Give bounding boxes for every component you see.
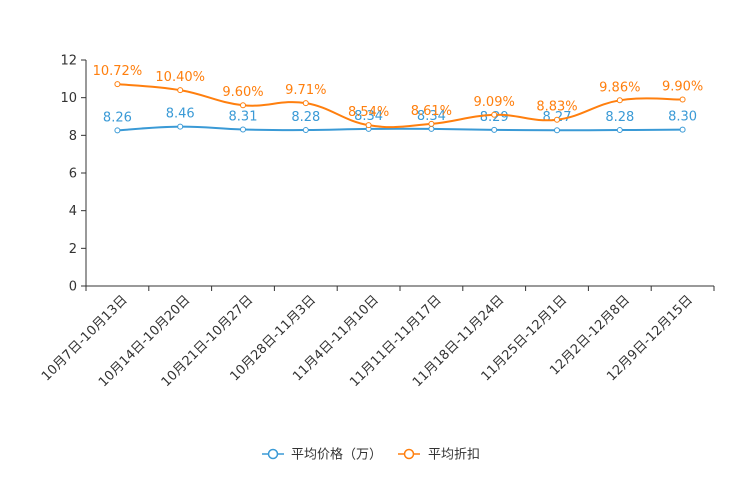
data-label: 9.09% — [474, 95, 515, 110]
data-label: 9.60% — [222, 85, 263, 100]
data-label: 8.30 — [668, 110, 697, 125]
data-point[interactable] — [491, 126, 498, 133]
data-point[interactable] — [428, 120, 435, 127]
y-tick-label: 2 — [69, 242, 77, 257]
y-tick-label: 12 — [60, 54, 77, 69]
data-point[interactable] — [240, 126, 246, 133]
data-label: 10.40% — [155, 70, 205, 85]
legend-marker — [267, 448, 279, 460]
data-label: 8.34 — [354, 109, 383, 124]
data-label: 9.71% — [285, 83, 326, 98]
data-point[interactable] — [616, 97, 623, 104]
legend-label: 平均折扣 — [428, 448, 480, 463]
data-point[interactable] — [302, 100, 309, 107]
legend-label: 平均价格（万） — [291, 447, 382, 463]
data-point[interactable] — [491, 111, 498, 118]
data-point[interactable] — [302, 127, 309, 134]
data-point[interactable] — [554, 127, 560, 134]
y-tick-label: 0 — [69, 280, 77, 295]
data-label: 9.90% — [662, 80, 703, 95]
data-point[interactable] — [114, 81, 121, 88]
legend-item-0[interactable]: 平均价格（万） — [262, 447, 382, 463]
y-tick-label: 8 — [69, 129, 77, 144]
legend-item-1[interactable]: 平均折扣 — [398, 448, 480, 463]
data-label: 8.26 — [103, 110, 132, 125]
data-point[interactable] — [365, 122, 372, 129]
data-label: 8.31 — [229, 109, 258, 124]
data-label: 10.72% — [93, 64, 143, 79]
data-label: 8.54% — [348, 105, 389, 120]
data-label: 8.61% — [411, 104, 452, 119]
data-label: 8.46 — [166, 107, 195, 122]
data-point[interactable] — [240, 102, 246, 109]
data-label: 8.28 — [291, 110, 320, 125]
data-point[interactable] — [554, 116, 560, 123]
y-tick-label: 6 — [69, 167, 77, 182]
data-label: 8.83% — [536, 100, 577, 115]
y-tick-label: 4 — [69, 204, 77, 219]
y-tick-label: 10 — [60, 91, 77, 106]
data-point[interactable] — [177, 87, 184, 94]
series-line-1 — [117, 83, 683, 129]
data-point[interactable] — [679, 126, 686, 133]
data-label: 9.86% — [599, 80, 640, 95]
data-point[interactable] — [679, 96, 686, 103]
data-label: 8.34 — [417, 109, 446, 124]
legend-marker — [403, 448, 415, 460]
data-point[interactable] — [616, 127, 623, 134]
data-label: 8.28 — [605, 110, 634, 125]
series-line-0 — [117, 125, 683, 132]
data-point[interactable] — [177, 123, 184, 130]
data-point[interactable] — [428, 125, 435, 132]
data-point[interactable] — [114, 127, 121, 134]
